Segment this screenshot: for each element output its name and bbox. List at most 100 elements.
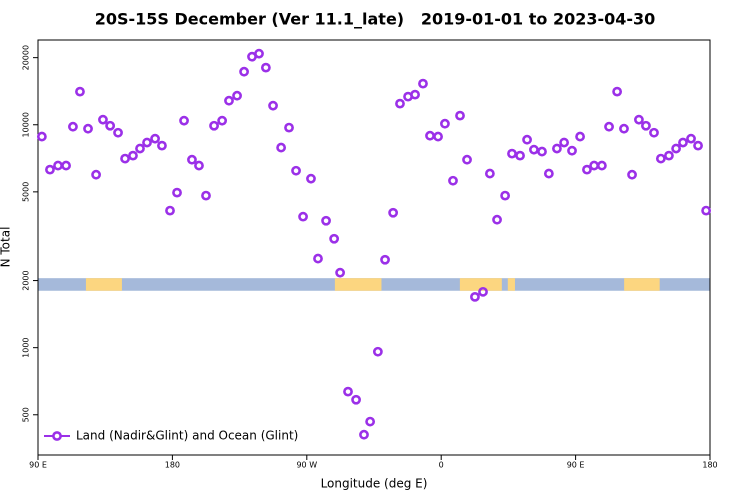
data-point <box>276 142 287 153</box>
data-point <box>98 114 108 125</box>
data-point <box>128 150 138 161</box>
data-point <box>641 120 651 131</box>
data-point <box>655 153 666 164</box>
data-point <box>575 131 585 142</box>
data-point <box>306 173 316 184</box>
data-point <box>217 115 228 126</box>
data-point <box>260 62 271 73</box>
data-point <box>172 187 182 198</box>
data-point <box>150 133 160 144</box>
data-point <box>380 254 390 265</box>
y-tick-label: 500 <box>22 407 31 422</box>
data-point <box>45 164 55 175</box>
y-tick-label: 1000 <box>22 337 31 357</box>
data-point <box>53 160 63 171</box>
data-point <box>105 120 116 131</box>
data-point <box>351 394 361 405</box>
data-point <box>612 86 623 97</box>
data-point <box>329 233 340 244</box>
data-point <box>686 133 696 144</box>
y-tick-label: 10000 <box>22 112 31 137</box>
data-point <box>596 160 607 171</box>
data-point <box>187 154 197 165</box>
data-point <box>478 286 488 297</box>
surface-segment <box>459 278 502 291</box>
data-point <box>649 127 659 138</box>
y-tick-label: 20000 <box>22 45 31 70</box>
data-point <box>165 205 175 216</box>
data-point <box>194 160 204 171</box>
data-point <box>515 150 525 161</box>
y-axis-label: N Total <box>0 227 13 268</box>
data-point <box>157 140 167 151</box>
data-point <box>179 115 189 126</box>
data-point <box>448 175 458 186</box>
data-point <box>492 214 502 225</box>
data-point <box>36 131 47 142</box>
surface-segment <box>624 278 660 291</box>
data-point <box>224 95 234 106</box>
legend-label: Land (Nadir&Glint) and Ocean (Glint) <box>76 429 298 443</box>
surface-segment <box>334 278 382 291</box>
data-point <box>500 190 511 201</box>
data-point <box>142 137 152 148</box>
data-point <box>239 66 249 77</box>
data-point <box>543 168 554 179</box>
plot-frame <box>37 39 711 456</box>
x-tick-label: 90 E <box>29 461 47 470</box>
x-axis-label: Longitude (deg E) <box>321 477 428 491</box>
data-point <box>529 144 539 155</box>
data-point <box>201 190 211 201</box>
data-point <box>120 153 130 164</box>
y-tick-label: 2000 <box>22 270 31 290</box>
data-point <box>365 416 376 427</box>
data-point <box>567 145 577 156</box>
data-point <box>671 143 682 154</box>
data-point <box>268 100 278 111</box>
data-point <box>254 48 264 59</box>
data-point <box>522 134 532 145</box>
x-tick-label: 180 <box>165 461 180 470</box>
data-point <box>634 114 644 125</box>
data-point <box>113 127 123 138</box>
x-tick-label: 180 <box>702 461 717 470</box>
y-tick-label: 5000 <box>22 182 31 202</box>
data-point <box>372 346 383 357</box>
data-point <box>484 168 495 179</box>
surface-segment <box>85 278 122 291</box>
data-point <box>68 121 78 132</box>
data-point <box>619 123 629 134</box>
data-point <box>664 150 674 161</box>
surface-segment <box>507 278 515 291</box>
data-point <box>232 90 242 101</box>
data-point <box>582 164 592 175</box>
chart-title: 20S-15S December (Ver 11.1_late) 2019-01… <box>95 10 656 29</box>
data-point <box>678 137 688 148</box>
x-tick-label: 90 E <box>567 461 585 470</box>
data-point <box>313 253 323 264</box>
data-point <box>589 160 600 171</box>
data-point <box>343 386 353 397</box>
x-tick-label: 90 W <box>296 461 317 470</box>
data-point <box>83 123 93 134</box>
data-point <box>507 148 517 159</box>
data-point <box>395 98 405 109</box>
data-point <box>91 169 101 180</box>
data-point <box>537 146 547 157</box>
data-point <box>335 267 346 278</box>
data-point <box>321 215 331 226</box>
data-point <box>410 89 420 100</box>
data-point <box>693 140 703 151</box>
data-point <box>470 291 480 302</box>
data-point <box>135 143 145 154</box>
data-point <box>455 110 465 121</box>
data-point <box>61 160 71 171</box>
data-point <box>627 169 637 180</box>
data-point <box>359 429 369 440</box>
data-point <box>209 120 219 131</box>
data-point <box>388 207 399 218</box>
data-point <box>75 86 85 97</box>
data-point <box>291 165 301 176</box>
data-point <box>440 118 450 129</box>
